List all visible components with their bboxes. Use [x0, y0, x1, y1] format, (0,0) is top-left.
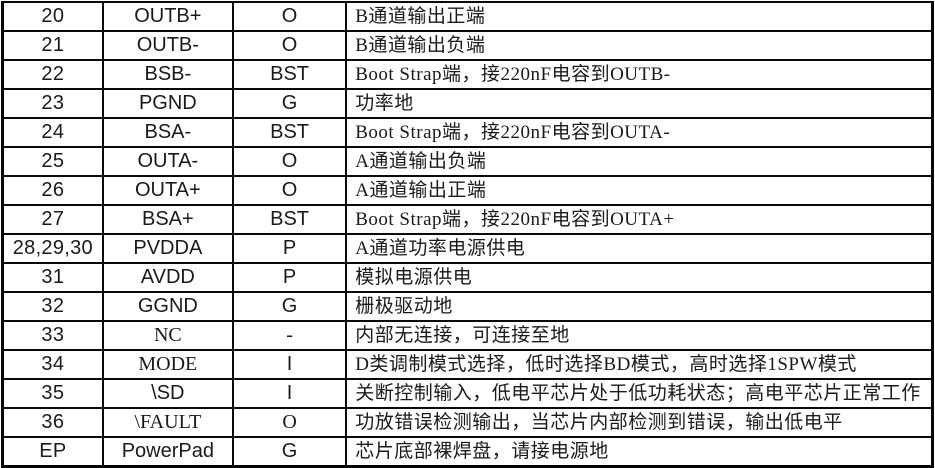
pin-cell: 35 — [1, 378, 104, 409]
pin-cell: 20 — [1, 1, 104, 32]
description-cell: 功率地 — [345, 88, 934, 119]
description-cell: 模拟电源供电 — [345, 262, 934, 293]
type-cell: BST — [231, 117, 348, 148]
pin-cell: 22 — [1, 59, 104, 90]
name-cell: PowerPad — [101, 436, 234, 468]
table-row: 20 OUTB+ O B通道输出正端 — [1, 1, 934, 32]
name-cell: OUTA- — [101, 146, 234, 177]
description-cell: Boot Strap端，接220nF电容到OUTB- — [345, 59, 934, 90]
type-cell: O — [231, 30, 348, 61]
table-row: 36 \FAULT O 功放错误检测输出，当芯片内部检测到错误，输出低电平 — [1, 407, 934, 438]
table-row: 31 AVDD P 模拟电源供电 — [1, 262, 934, 293]
description-cell: D类调制模式选择，低时选择BD模式，高时选择1SPW模式 — [345, 349, 934, 380]
pin-cell: 34 — [1, 349, 104, 380]
description-cell: 栅极驱动地 — [345, 291, 934, 322]
table-row: 28,29,30 PVDDA P A通道功率电源供电 — [1, 233, 934, 264]
description-cell: B通道输出正端 — [345, 1, 934, 32]
description-cell: A通道输出负端 — [345, 146, 934, 177]
name-cell: MODE — [101, 349, 234, 380]
description-cell: Boot Strap端，接220nF电容到OUTA- — [345, 117, 934, 148]
table-row: 22 BSB- BST Boot Strap端，接220nF电容到OUTB- — [1, 59, 934, 90]
name-cell: BSA+ — [101, 204, 234, 235]
description-cell: A通道功率电源供电 — [345, 233, 934, 264]
pin-cell: 26 — [1, 175, 104, 206]
name-cell: GGND — [101, 291, 234, 322]
pin-cell: 33 — [1, 320, 104, 351]
name-cell: \SD — [101, 378, 234, 409]
name-cell: OUTB+ — [101, 1, 234, 32]
name-cell: PVDDA — [101, 233, 234, 264]
name-cell: NC — [101, 320, 234, 351]
name-cell: \FAULT — [101, 407, 234, 438]
table-row: 21 OUTB- O B通道输出负端 — [1, 30, 934, 61]
pin-cell: 36 — [1, 407, 104, 438]
pin-cell: 21 — [1, 30, 104, 61]
type-cell: O — [231, 1, 348, 32]
type-cell: O — [231, 407, 348, 438]
pin-cell: 27 — [1, 204, 104, 235]
type-cell: BST — [231, 59, 348, 90]
table-row: EP PowerPad G 芯片底部裸焊盘，请接电源地 — [1, 436, 934, 468]
description-cell: Boot Strap端，接220nF电容到OUTA+ — [345, 204, 934, 235]
table-row: 35 \SD I 关断控制输入，低电平芯片处于低功耗状态；高电平芯片正常工作 — [1, 378, 934, 409]
pin-cell: 28,29,30 — [1, 233, 104, 264]
name-cell: BSA- — [101, 117, 234, 148]
type-cell: O — [231, 146, 348, 177]
pin-cell: 24 — [1, 117, 104, 148]
description-cell: 功放错误检测输出，当芯片内部检测到错误，输出低电平 — [345, 407, 934, 438]
table-row: 34 MODE I D类调制模式选择，低时选择BD模式，高时选择1SPW模式 — [1, 349, 934, 380]
type-cell: O — [231, 175, 348, 206]
name-cell: AVDD — [101, 262, 234, 293]
pin-cell: 25 — [1, 146, 104, 177]
description-cell: A通道输出正端 — [345, 175, 934, 206]
name-cell: BSB- — [101, 59, 234, 90]
pin-cell: 23 — [1, 88, 104, 119]
type-cell: I — [231, 378, 348, 409]
name-cell: PGND — [101, 88, 234, 119]
name-cell: OUTB- — [101, 30, 234, 61]
type-cell: G — [231, 88, 348, 119]
type-cell: G — [231, 436, 348, 468]
description-cell: 芯片底部裸焊盘，请接电源地 — [345, 436, 934, 468]
pin-cell: 32 — [1, 291, 104, 322]
type-cell: G — [231, 291, 348, 322]
description-cell: 关断控制输入，低电平芯片处于低功耗状态；高电平芯片正常工作 — [345, 378, 934, 409]
name-cell: OUTA+ — [101, 175, 234, 206]
pin-cell: 31 — [1, 262, 104, 293]
description-cell: B通道输出负端 — [345, 30, 934, 61]
type-cell: I — [231, 349, 348, 380]
table-row: 26 OUTA+ O A通道输出正端 — [1, 175, 934, 206]
pin-cell: EP — [1, 436, 104, 468]
type-cell: P — [231, 262, 348, 293]
type-cell: P — [231, 233, 348, 264]
description-cell: 内部无连接，可连接至地 — [345, 320, 934, 351]
table-row: 32 GGND G 栅极驱动地 — [1, 291, 934, 322]
table-row: 23 PGND G 功率地 — [1, 88, 934, 119]
type-cell: - — [231, 320, 348, 351]
table-row: 25 OUTA- O A通道输出负端 — [1, 146, 934, 177]
table-row: 33 NC - 内部无连接，可连接至地 — [1, 320, 934, 351]
type-cell: BST — [231, 204, 348, 235]
table-row: 24 BSA- BST Boot Strap端，接220nF电容到OUTA- — [1, 117, 934, 148]
table-row: 27 BSA+ BST Boot Strap端，接220nF电容到OUTA+ — [1, 204, 934, 235]
